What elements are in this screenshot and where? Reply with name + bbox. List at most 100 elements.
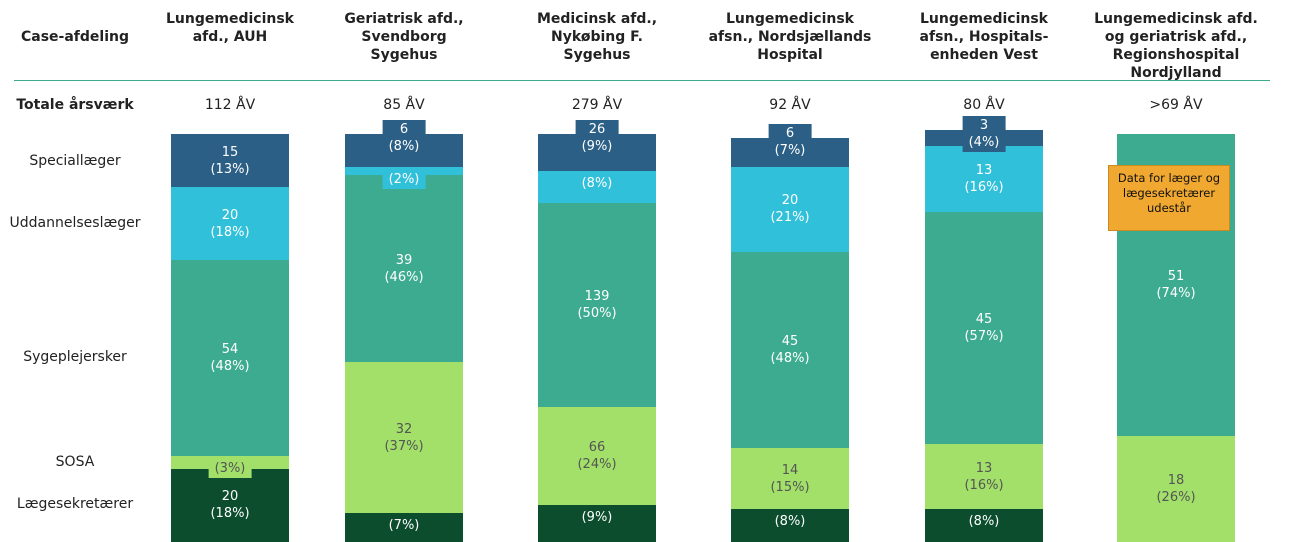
percent-label: (8%) xyxy=(388,139,420,154)
percent-label: (8%) xyxy=(774,514,806,530)
bar-segment xyxy=(538,407,656,506)
data-label: 18 (26%) xyxy=(1150,471,1201,507)
bar-segment xyxy=(345,174,463,363)
percent-label: (50%) xyxy=(577,306,617,322)
bar-segment xyxy=(538,203,656,408)
data-label: 20 (18%) xyxy=(204,487,255,523)
count-label: 26 xyxy=(588,122,606,137)
data-label: 54 (48%) xyxy=(204,340,255,376)
column-header: Lungemedicinsk afsn., Nordsjællands Hosp… xyxy=(708,11,872,63)
percent-label: (9%) xyxy=(581,139,613,154)
percent-label: (16%) xyxy=(964,477,1004,493)
count-label: 6 xyxy=(785,126,795,142)
data-label: 6(7%) xyxy=(768,124,812,161)
header-label: Case-afdeling xyxy=(20,29,129,45)
bar-segment xyxy=(731,252,849,449)
percent-label: (18%) xyxy=(210,224,250,240)
percent-label: (4%) xyxy=(968,134,1000,150)
data-label: 13 (16%) xyxy=(958,459,1009,495)
data-label: 45 (57%) xyxy=(958,310,1009,346)
count-label: 18 xyxy=(1167,472,1185,488)
percent-label: (57%) xyxy=(964,328,1004,344)
bar-segment xyxy=(925,444,1043,510)
count-label: 39 xyxy=(395,252,413,268)
percent-label: (2%) xyxy=(388,171,420,187)
count-label: 54 xyxy=(221,342,239,358)
percent-label: (7%) xyxy=(774,143,806,159)
percent-label: (8%) xyxy=(968,514,1000,530)
percent-label: (18%) xyxy=(210,506,250,522)
count-label: 3 xyxy=(979,117,989,133)
count-label: 139 xyxy=(584,289,610,305)
column-header: Lungemedicinsk afd. og geriatrisk afd., … xyxy=(1094,11,1258,81)
percent-label: (24%) xyxy=(577,457,617,473)
column-header: Lungemedicinsk afd., AUH xyxy=(166,11,294,45)
annotation: Data for læger og lægesekretærer udestår xyxy=(1108,165,1230,231)
legend-entry: Uddannelseslæger xyxy=(9,215,141,231)
data-label: 39 (46%) xyxy=(378,251,429,287)
column-total: 279 ÅV xyxy=(571,97,623,113)
bar-segment xyxy=(1117,435,1235,542)
legend-entry: Sygeplejersker xyxy=(23,349,127,365)
count-label: 13 xyxy=(975,162,993,178)
column-header: Medicinsk afd., Nykøbing F. Sygehus xyxy=(536,11,658,63)
percent-label: (9%) xyxy=(581,510,613,526)
count-label: 32 xyxy=(395,421,413,437)
count-label: 15 xyxy=(221,144,239,160)
data-label: 14 (15%) xyxy=(764,461,815,497)
data-label: 15 (13%) xyxy=(204,143,255,179)
percent-label: (8%) xyxy=(581,175,613,191)
percent-label: (26%) xyxy=(1156,489,1196,505)
data-label: 3 (4%) xyxy=(962,115,1006,152)
column-total: 112 ÅV xyxy=(204,97,256,113)
percent-label: (16%) xyxy=(964,179,1004,195)
column-total: >69 ÅV xyxy=(1149,97,1203,113)
column-total: 80 ÅV xyxy=(963,97,1005,113)
legend-entry: SOSA xyxy=(55,454,95,470)
percent-label: (15%) xyxy=(770,479,810,495)
count-label: 20 xyxy=(221,489,239,505)
count-label: 45 xyxy=(975,311,993,327)
percent-label: (7%) xyxy=(388,518,420,534)
legend-entry: Lægesekretærer xyxy=(16,496,134,512)
count-label: 13 xyxy=(975,460,993,476)
percent-label: (13%) xyxy=(210,161,250,177)
column-total: 92 ÅV xyxy=(769,97,811,113)
bar-segment xyxy=(171,187,289,261)
data-label: 45 (48%) xyxy=(764,332,815,368)
bar-segment xyxy=(731,448,849,510)
count-label: 20 xyxy=(781,193,799,209)
data-label: 51 (74%) xyxy=(1150,267,1201,303)
percent-label: (3%) xyxy=(214,461,246,477)
column-header: Lungemedicinsk afsn., Hospitals- enheden… xyxy=(919,11,1049,63)
legend-entry: Speciallæger xyxy=(29,153,121,169)
totals-label: Totale årsværk xyxy=(16,97,134,113)
column-header: Geriatrisk afd., Svendborg Sygehus xyxy=(344,11,464,63)
count-label: 6 xyxy=(399,122,409,137)
percent-label: (21%) xyxy=(770,210,810,226)
data-label: 139 (50%) xyxy=(571,287,622,323)
percent-label: (46%) xyxy=(384,269,424,285)
count-label: 45 xyxy=(781,334,799,350)
percent-label: (74%) xyxy=(1156,285,1196,301)
bar-segment xyxy=(345,362,463,514)
bar-segment xyxy=(171,468,289,542)
bar-segment xyxy=(171,260,289,457)
divider xyxy=(14,80,1270,81)
percent-label: (37%) xyxy=(384,438,424,454)
data-label: 13 (16%) xyxy=(958,161,1009,197)
bar-segment xyxy=(171,134,289,188)
data-label: 6 (8%) xyxy=(382,120,426,156)
count-label: 51 xyxy=(1167,268,1185,284)
data-label: 20 (18%) xyxy=(204,206,255,242)
percent-label: (48%) xyxy=(770,351,810,367)
count-label: 14 xyxy=(781,462,799,478)
data-label: 66 (24%) xyxy=(571,438,622,474)
bar-segment xyxy=(731,166,849,253)
data-label: 26 (9%) xyxy=(575,120,619,156)
data-label: 32 (37%) xyxy=(378,420,429,456)
bar-segment xyxy=(925,211,1043,445)
count-label: 20 xyxy=(221,207,239,223)
count-label: 66 xyxy=(588,440,606,456)
